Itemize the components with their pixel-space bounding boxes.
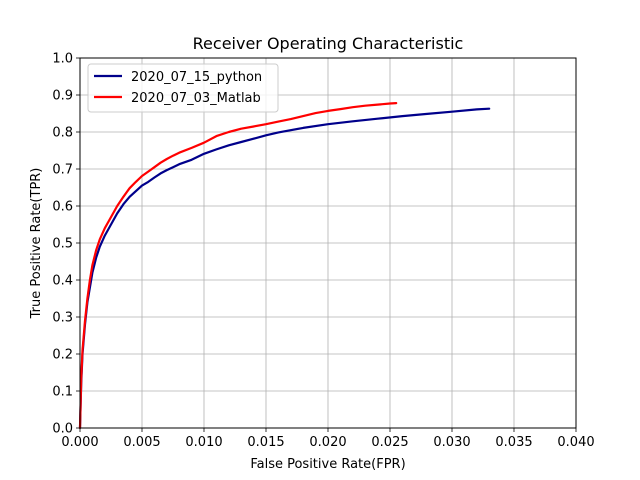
y-tick-label: 0.3 xyxy=(52,311,73,326)
y-tick-label: 0.0 xyxy=(52,422,73,437)
x-tick-label: 0.000 xyxy=(61,435,98,450)
legend-label-python: 2020_07_15_python xyxy=(131,70,262,85)
y-axis-label: True Positive Rate(TPR) xyxy=(29,168,44,320)
x-tick-label: 0.020 xyxy=(309,435,346,450)
chart-title: Receiver Operating Characteristic xyxy=(193,34,464,53)
x-tick-label: 0.015 xyxy=(247,435,284,450)
legend: 2020_07_15_python 2020_07_03_Matlab xyxy=(87,63,279,113)
y-tick-label: 0.4 xyxy=(52,274,73,289)
x-tick-label: 0.040 xyxy=(557,435,594,450)
x-tick-label: 0.035 xyxy=(495,435,532,450)
y-tick-label: 1.0 xyxy=(52,52,73,67)
y-tick-label: 0.8 xyxy=(52,126,73,141)
x-tick-label: 0.010 xyxy=(185,435,222,450)
legend-label-matlab: 2020_07_03_Matlab xyxy=(131,91,261,106)
y-tick-label: 0.6 xyxy=(52,200,73,215)
y-tick-label: 0.2 xyxy=(52,348,73,363)
legend-box xyxy=(87,63,279,113)
y-tick-label: 0.9 xyxy=(52,89,73,104)
series-line-matlab xyxy=(78,101,398,430)
y-tick-label: 0.1 xyxy=(52,385,73,400)
x-axis-label: False Positive Rate(FPR) xyxy=(250,457,405,472)
y-tick-label: 0.5 xyxy=(52,237,73,252)
x-tick-label: 0.005 xyxy=(123,435,160,450)
series-line-python xyxy=(78,107,491,430)
series-layer xyxy=(78,101,491,430)
y-axis: 0.0 0.1 0.2 0.3 0.4 0.5 0.6 0.7 0.8 0.9 1.0 xyxy=(52,52,80,437)
x-axis: 0.000 0.005 0.010 0.015 0.020 0.025 0.030 0.035… xyxy=(61,428,595,450)
x-tick-label: 0.025 xyxy=(371,435,408,450)
y-tick-label: 0.7 xyxy=(52,163,73,178)
x-tick-label: 0.030 xyxy=(433,435,470,450)
